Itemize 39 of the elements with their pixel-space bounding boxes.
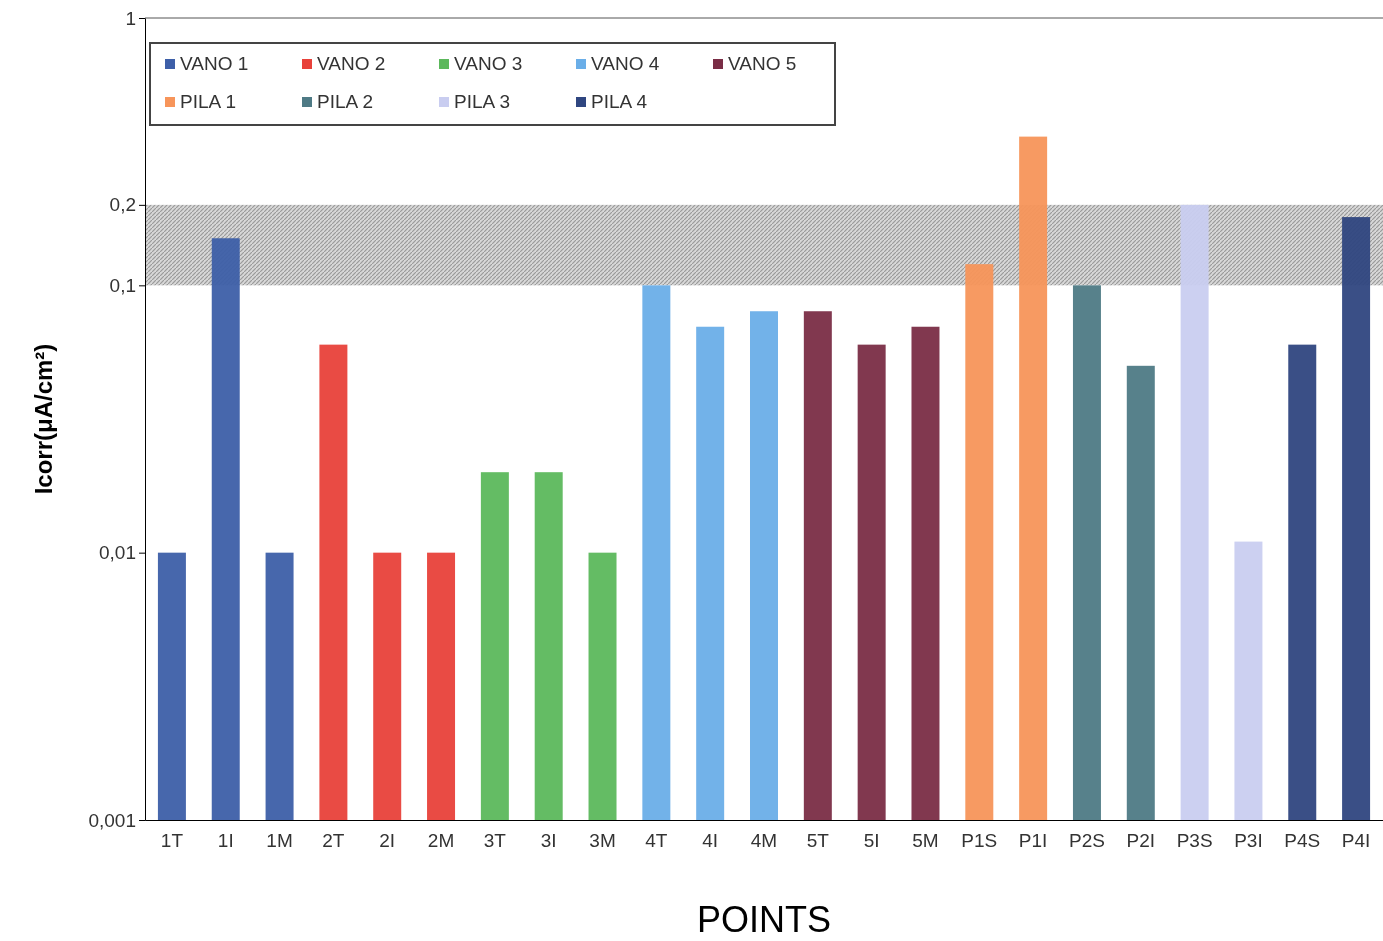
x-tick-label: 1M	[266, 830, 293, 852]
y-tick-label: 0,001	[88, 809, 136, 831]
x-tick-label: 5I	[863, 830, 880, 852]
y-tick-label: 0,1	[109, 274, 136, 296]
x-tick-label: 4M	[750, 830, 778, 852]
x-tick-label: 2I	[379, 830, 396, 852]
y-tick-label: 1	[125, 7, 136, 29]
x-tick-label: P1S	[961, 830, 998, 852]
x-tick-label: P3I	[1234, 830, 1263, 852]
y-tick-label: 0,01	[99, 542, 136, 564]
x-tick-label: P1I	[1018, 830, 1048, 852]
legend-label: VANO 1	[180, 53, 249, 74]
x-tick-label: 1T	[160, 830, 184, 852]
x-tick-label: P4I	[1341, 830, 1371, 852]
y-axis-title: Icorr(μA/cm²)	[30, 343, 57, 495]
x-tick-label: 5M	[912, 830, 939, 852]
x-axis-title: POINTS	[696, 899, 832, 940]
legend-label: PILA 1	[180, 91, 236, 112]
legend-label: VANO 2	[317, 53, 386, 74]
x-tick-label: P2I	[1126, 830, 1156, 852]
x-tick-label: 2M	[427, 830, 455, 852]
y-tick-label: 0,2	[109, 194, 136, 216]
x-tick-label: 3T	[483, 830, 507, 852]
x-tick-label: 3M	[589, 830, 616, 852]
x-tick-label: 5T	[806, 830, 830, 852]
legend-label: VANO 4	[591, 53, 660, 74]
legend-label: VANO 3	[454, 53, 523, 74]
x-tick-label: 3I	[540, 830, 557, 852]
x-tick-label: P2S	[1069, 830, 1105, 852]
x-tick-label: 1I	[217, 830, 234, 852]
legend-label: PILA 3	[454, 91, 510, 112]
x-tick-label: P3S	[1176, 830, 1213, 852]
legend-label: VANO 5	[728, 53, 797, 74]
x-tick-label: P4S	[1284, 830, 1321, 852]
x-tick-label: 2T	[322, 830, 345, 852]
x-tick-label: 4I	[702, 830, 719, 852]
x-tick-label: 4T	[645, 830, 668, 852]
legend-label: PILA 2	[317, 91, 373, 112]
legend-label: PILA 4	[591, 91, 648, 112]
